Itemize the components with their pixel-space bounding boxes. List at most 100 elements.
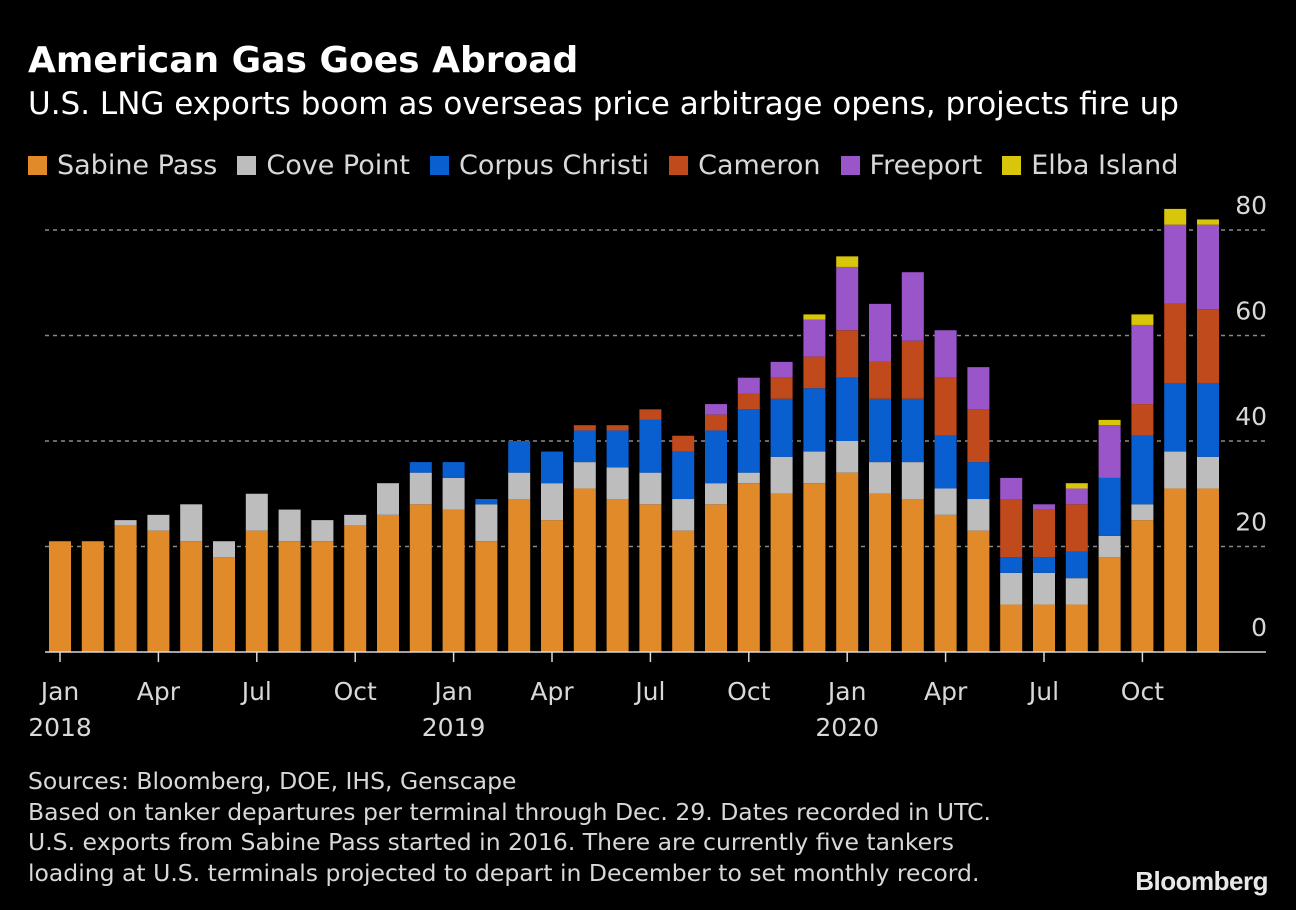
bar-segment-cove-point [967, 499, 990, 531]
bar-segment-corpus-christi [803, 388, 826, 452]
bar-segment-cove-point [573, 462, 596, 489]
bar-segment-cove-point [1033, 572, 1055, 605]
bar-segment-sabine-pass [442, 509, 465, 652]
bar-segment-cove-point [934, 488, 957, 515]
legend-swatch [429, 156, 449, 175]
bar-segment-sabine-pass [508, 499, 531, 652]
legend-swatch [840, 156, 860, 175]
x-tick-label: Oct [727, 677, 770, 706]
bar-segment-sabine-pass [213, 557, 235, 652]
x-tick-label: Jul [1027, 677, 1059, 706]
bar-segment-sabine-pass [1098, 557, 1121, 652]
bar-segment-elba-island [1131, 314, 1154, 325]
bar-segment-sabine-pass [49, 541, 71, 652]
bar-segment-sabine-pass [541, 520, 563, 652]
bar-segment-corpus-christi [1164, 382, 1187, 452]
bar-segment-cameron [1197, 309, 1219, 383]
bar-segment-corpus-christi [1000, 557, 1023, 573]
bar-segment-cove-point [278, 509, 301, 542]
bar-segment-sabine-pass [606, 499, 629, 652]
bar-segment-cameron [869, 361, 891, 399]
bar-segment-corpus-christi [934, 435, 957, 489]
bar-segment-sabine-pass [967, 530, 990, 652]
bar-segment-corpus-christi [541, 451, 563, 484]
footnote-line-3: loading at U.S. terminals projected to d… [28, 858, 980, 887]
y-tick-label: 80 [1235, 191, 1267, 220]
bar-segment-sabine-pass [147, 530, 170, 652]
sources-note: Sources: Bloomberg, DOE, IHS, Genscape [28, 767, 517, 795]
bar-segment-elba-island [1164, 208, 1187, 225]
bar-segment-sabine-pass [1197, 488, 1219, 652]
bar-segment-cameron [1065, 504, 1088, 552]
bar-segment-sabine-pass [1033, 604, 1055, 652]
bar-segment-corpus-christi [606, 430, 629, 468]
bar-segment-cove-point [1000, 572, 1023, 605]
bar-segment-cove-point [409, 472, 432, 505]
bar-segment-corpus-christi [737, 409, 760, 473]
bar-segment-cameron [1000, 499, 1023, 558]
bar-segment-cove-point [508, 472, 531, 500]
bar-segment-freeport [869, 303, 891, 362]
x-year-label: 2018 [28, 713, 92, 742]
bar-segment-corpus-christi [901, 398, 924, 463]
footnote-line-1: Based on tanker departures per terminal … [28, 797, 991, 826]
bar-segment-corpus-christi [475, 499, 498, 505]
bar-segment-cameron [1164, 303, 1187, 383]
bar-segment-sabine-pass [901, 499, 924, 652]
bar-segment-cove-point [344, 514, 367, 526]
legend-swatch [1002, 156, 1022, 175]
legend-label: Freeport [869, 150, 983, 181]
legend-item-elba-island: Elba Island [1002, 150, 1178, 181]
bar-segment-cameron [1131, 404, 1154, 436]
bar-segment-cove-point [836, 441, 859, 473]
chart-subtitle: U.S. LNG exports boom as overseas price … [28, 86, 1179, 122]
bar-segment-freeport [1197, 224, 1219, 310]
bar-segment-cove-point [442, 477, 465, 510]
bar-segment-corpus-christi [1098, 477, 1121, 536]
bar-segment-cove-point [705, 483, 727, 505]
bar-segment-freeport [1098, 425, 1121, 478]
bar-segment-sabine-pass [180, 541, 203, 652]
bar-segment-freeport [1000, 477, 1023, 500]
legend-item-corpus-christi: Corpus Christi [429, 150, 649, 181]
bar-segment-freeport [967, 367, 990, 410]
bar-segment-corpus-christi [1131, 435, 1154, 505]
bar-segment-cameron [803, 356, 826, 389]
x-tick-label: Jan [39, 677, 80, 706]
bar-segment-freeport [737, 377, 760, 394]
bar-segment-cove-point [1164, 451, 1187, 489]
bar-segment-sabine-pass [1131, 520, 1154, 652]
bar-segment-cove-point [147, 514, 170, 531]
bar-segment-sabine-pass [245, 530, 268, 652]
footnotes: Sources: Bloomberg, DOE, IHS, Genscape B… [28, 766, 991, 888]
bar-segment-cove-point [1131, 504, 1154, 521]
bar-segment-cameron [1033, 509, 1055, 558]
legend-label: Cove Point [266, 150, 410, 181]
bar-segment-sabine-pass [705, 504, 727, 652]
bar-segment-cove-point [1098, 535, 1121, 558]
x-tick-label: Jan [826, 677, 867, 706]
bar-segment-sabine-pass [639, 504, 662, 652]
bar-segment-cameron [770, 377, 793, 399]
bar-segment-freeport [934, 330, 957, 378]
bar-segment-corpus-christi [1065, 551, 1088, 579]
bar-segment-elba-island [1098, 419, 1121, 426]
bar-segment-corpus-christi [442, 462, 465, 478]
bar-segment-sabine-pass [1000, 604, 1023, 652]
bar-segment-freeport [836, 266, 859, 331]
bar-segment-sabine-pass [672, 530, 695, 652]
bar-segment-sabine-pass [278, 541, 301, 652]
bar-segment-freeport [770, 361, 793, 378]
bar-segment-cove-point [639, 472, 662, 505]
y-tick-label: 40 [1235, 402, 1267, 431]
x-year-label: 2020 [815, 713, 879, 742]
bar-segment-cameron [639, 409, 662, 420]
bar-segment-sabine-pass [803, 483, 826, 652]
bar-segment-elba-island [803, 314, 826, 320]
bar-segment-corpus-christi [1197, 382, 1219, 457]
bar-segment-freeport [1033, 504, 1055, 510]
bar-segment-cameron [967, 409, 990, 463]
bar-segment-cove-point [737, 472, 760, 484]
bar-segment-corpus-christi [1033, 557, 1055, 573]
bar-segment-cove-point [1197, 456, 1219, 489]
